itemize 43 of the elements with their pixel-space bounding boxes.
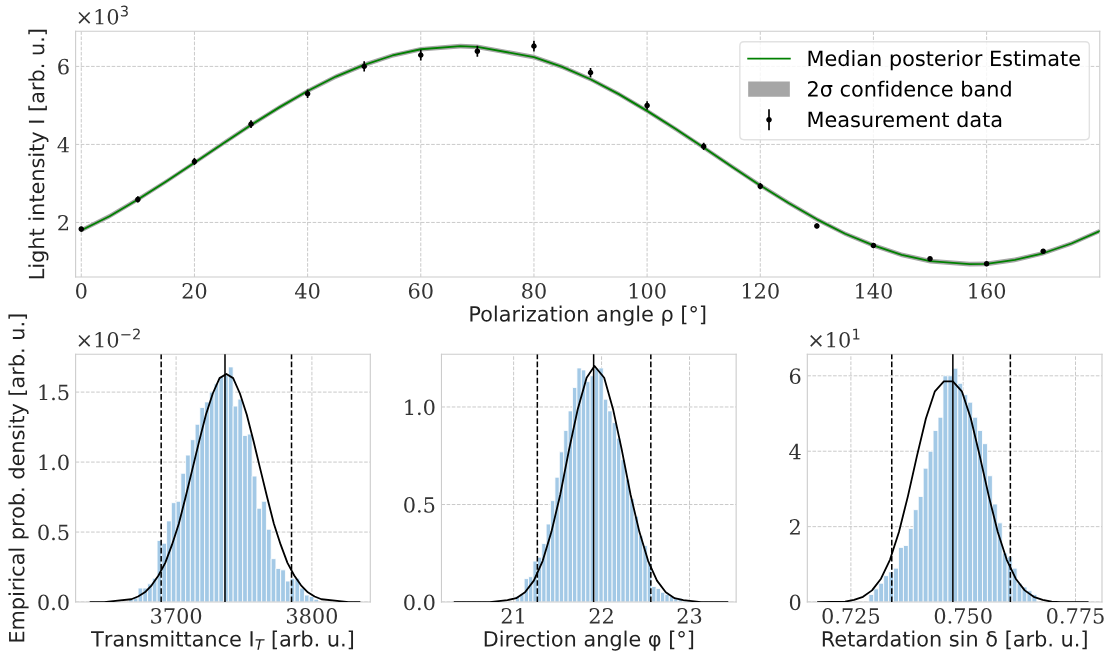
x-axis-title: Transmittance I$_{T}$ [arb. u.] (91, 630, 354, 650)
text: ×10$^{−2}$ (78, 328, 140, 348)
x-tick-label: 20 (182, 282, 207, 299)
y-tick-label: 0.0 (38, 594, 69, 611)
x-tick-label: 0 (76, 282, 87, 299)
x-tick-label: 100 (629, 282, 666, 299)
y-tick-label: 1.0 (39, 454, 69, 471)
x-tick-label: 22 (589, 607, 613, 624)
text: ×10$^{3}$ (78, 5, 128, 25)
y-tick-label: 2 (789, 519, 800, 535)
legend-label: Median posterior Estimate (808, 50, 1080, 71)
y-axis-title: Empirical prob. density [arb. u.] (8, 314, 29, 642)
x-tick-label: 80 (522, 282, 546, 299)
x-axis-title: Direction angle φ [°] (484, 630, 694, 651)
x-tick-label: 3700 (151, 607, 202, 624)
y-tick-label: 4 (789, 443, 801, 460)
y-tick-label: 1.5 (39, 384, 69, 401)
x-axis-title: Retardation sin δ [arb. u.] (822, 630, 1087, 650)
x-tick-label: 120 (742, 282, 779, 299)
x-tick-label: 0.750 (934, 607, 992, 624)
y-tick-label: 0.5 (404, 496, 435, 513)
x-tick-label: 0.725 (822, 607, 880, 624)
x-tick-label: 0.775 (1047, 607, 1104, 624)
legend-label: Measurement data (808, 111, 1002, 128)
y-tick-label: 0.5 (38, 524, 69, 541)
y-tick-label: 6 (789, 368, 801, 385)
y-tick-label: 0 (789, 594, 801, 611)
x-tick-label: 60 (408, 282, 433, 299)
y-axis-title: Light intensity I [arb. u.] (28, 29, 49, 279)
x-tick-label: 160 (969, 282, 1006, 299)
y-tick-label: 6 (58, 58, 69, 75)
x-tick-label: 140 (856, 282, 892, 299)
y-tick-label: 4 (57, 136, 70, 153)
y-tick-label: 0.0 (404, 594, 435, 611)
text: ×10$^{1}$ (810, 328, 860, 348)
y-tick-label: 1.0 (405, 399, 435, 416)
x-axis-title: Polarization angle ρ [°] (470, 305, 706, 326)
x-tick-label: 23 (677, 607, 702, 624)
annotation: 2σ confidence band (808, 80, 1011, 97)
x-tick-label: 21 (501, 607, 524, 624)
x-tick-label: 40 (294, 282, 320, 299)
x-tick-label: 3800 (286, 607, 338, 624)
y-tick-label: 2 (58, 214, 69, 231)
